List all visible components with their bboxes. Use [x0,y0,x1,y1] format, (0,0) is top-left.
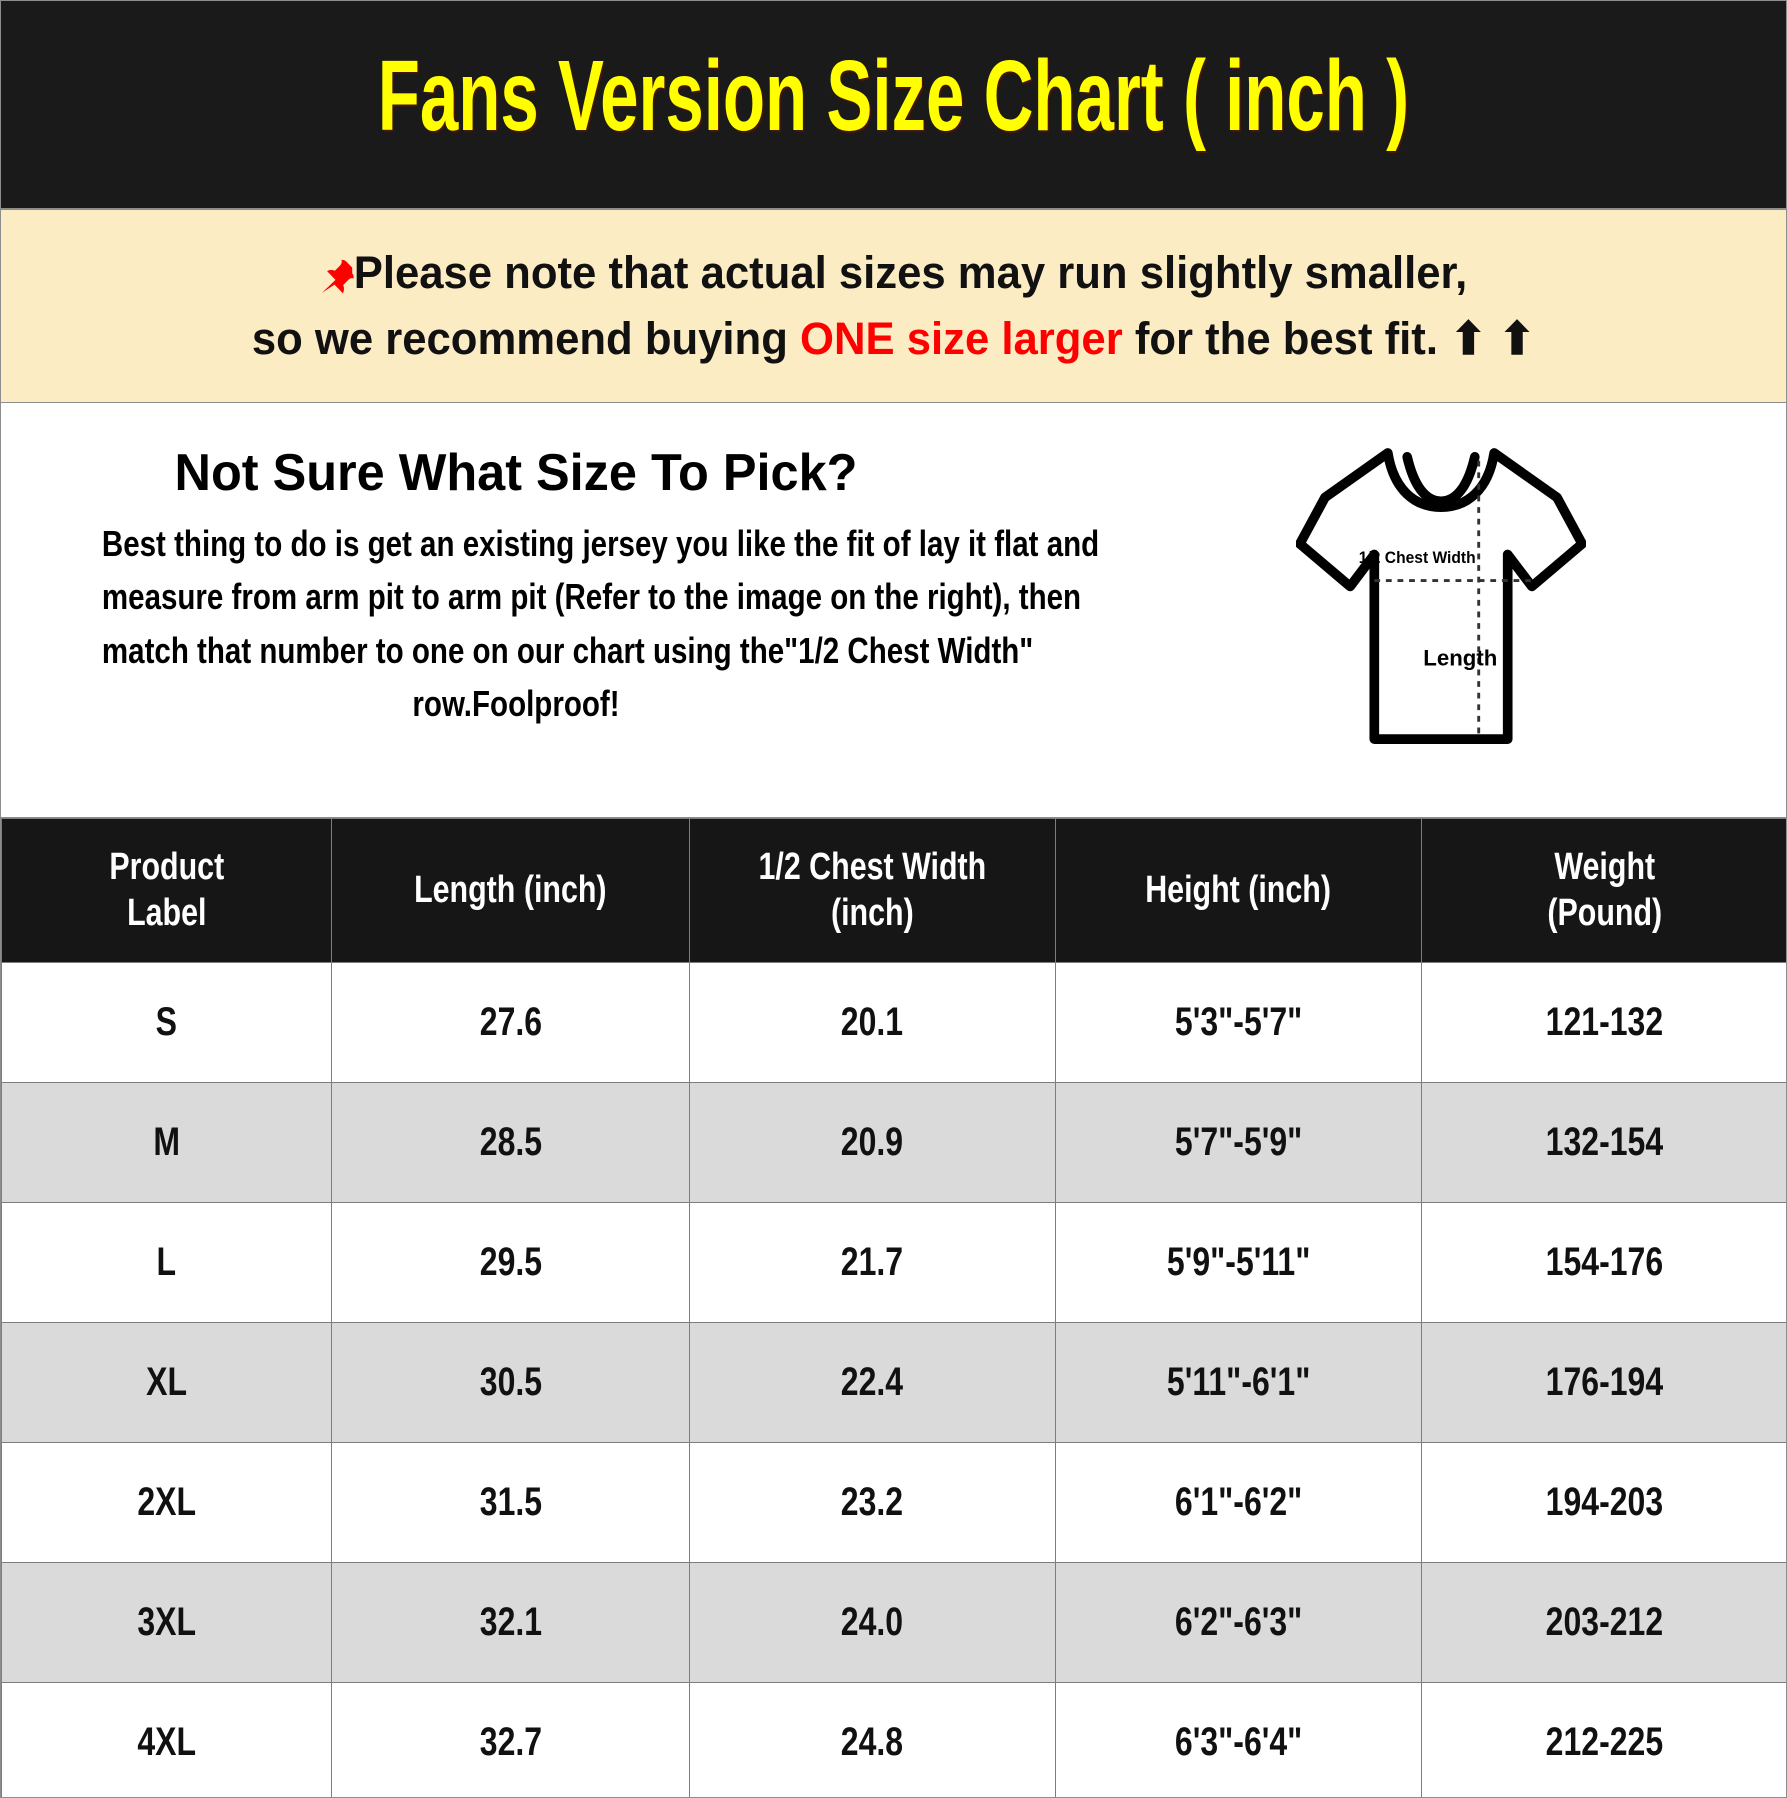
svg-text:1/2 Chest Width: 1/2 Chest Width [1359,549,1476,567]
svg-text:Length: Length [1423,646,1497,671]
